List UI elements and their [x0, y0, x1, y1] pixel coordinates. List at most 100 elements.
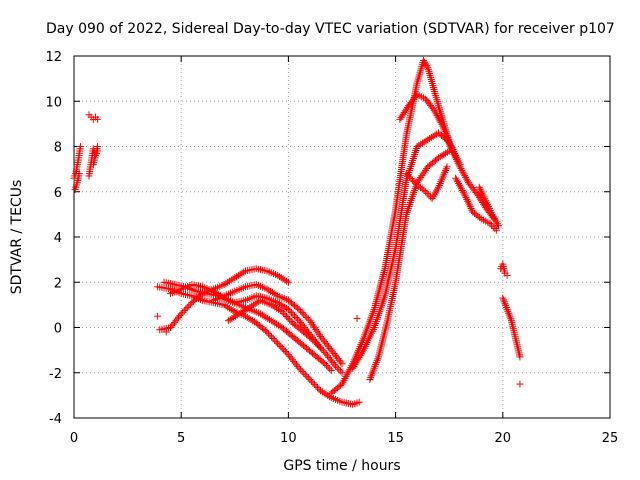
data-point [374, 290, 382, 298]
data-point [76, 143, 84, 150]
data-point [297, 307, 305, 315]
data-point [376, 282, 384, 290]
data-point [269, 318, 277, 326]
data-point [270, 290, 278, 298]
data-point [281, 311, 289, 319]
data-points [70, 57, 524, 408]
x-tick-label: 20 [495, 431, 512, 446]
data-point [265, 316, 273, 324]
data-point [281, 303, 289, 311]
data-point [421, 166, 429, 174]
y-axis-tick-labels: -4 -2 0 2 4 6 8 10 12 [45, 50, 62, 427]
data-point [272, 291, 280, 299]
data-point [322, 361, 330, 369]
data-point [233, 311, 241, 319]
data-point [433, 112, 441, 120]
data-point [420, 168, 428, 176]
data-point [378, 276, 386, 284]
data-point [180, 307, 188, 315]
data-point [454, 179, 462, 187]
data-point [309, 322, 317, 330]
data-point [452, 156, 460, 164]
data-point [312, 382, 320, 390]
data-point [450, 150, 458, 158]
data-point [229, 275, 237, 283]
data-point [438, 152, 446, 160]
data-point [295, 305, 303, 313]
data-point [434, 154, 442, 162]
data-point [465, 201, 473, 209]
x-tick-label: 0 [70, 431, 78, 446]
data-point [318, 388, 326, 396]
data-point [335, 365, 343, 373]
data-point [277, 301, 285, 309]
data-point [436, 117, 444, 125]
data-point [287, 309, 295, 317]
data-point [467, 204, 475, 212]
data-point [228, 314, 236, 322]
data-point [267, 301, 275, 309]
data-point [280, 346, 288, 354]
data-point [427, 133, 435, 141]
data-point [418, 139, 426, 147]
data-point [313, 327, 321, 335]
data-point [279, 309, 287, 317]
data-point [298, 309, 306, 317]
data-point [332, 362, 340, 370]
data-point [451, 152, 459, 160]
data-point [422, 137, 430, 145]
chart-title: Day 090 of 2022, Sidereal Day-to-day VTE… [46, 21, 615, 37]
data-point [315, 342, 323, 350]
data-point [453, 176, 461, 184]
data-point [224, 278, 232, 286]
x-tick-label: 10 [280, 431, 297, 446]
data-point [457, 165, 465, 173]
data-point [351, 361, 359, 369]
data-point [240, 307, 248, 315]
data-point [456, 163, 464, 171]
data-point [357, 350, 365, 358]
data-point [452, 154, 460, 162]
data-point [261, 327, 269, 335]
data-point [503, 271, 511, 279]
data-point [464, 197, 472, 205]
data-point [326, 365, 334, 373]
data-point [434, 113, 442, 121]
data-point [419, 170, 427, 178]
data-point [377, 278, 385, 286]
data-point [449, 148, 457, 156]
data-point [308, 320, 316, 328]
data-point [415, 175, 423, 183]
data-point [274, 299, 282, 307]
data-point [273, 320, 281, 328]
data-point [279, 302, 287, 310]
data-point [284, 314, 292, 322]
data-point [459, 188, 467, 196]
data-point [303, 372, 311, 380]
data-point [271, 336, 279, 344]
data-point [443, 163, 451, 171]
grid-lines [74, 56, 610, 418]
y-tick-label: 0 [54, 322, 62, 337]
data-point [227, 276, 235, 284]
data-point [225, 277, 233, 285]
data-point [268, 288, 276, 296]
data-point [263, 285, 271, 293]
data-point [242, 305, 250, 313]
data-point [372, 298, 380, 306]
data-point [410, 178, 418, 186]
data-point [377, 280, 385, 288]
data-point [448, 147, 456, 155]
data-point [292, 313, 300, 321]
data-point [231, 274, 239, 282]
data-point [432, 110, 440, 118]
data-point [430, 106, 438, 114]
data-point [232, 312, 240, 320]
data-point [269, 302, 277, 310]
data-point [229, 307, 237, 315]
data-point [251, 300, 259, 308]
data-point [297, 366, 305, 374]
data-point [456, 183, 464, 191]
x-tick-label: 5 [177, 431, 185, 446]
